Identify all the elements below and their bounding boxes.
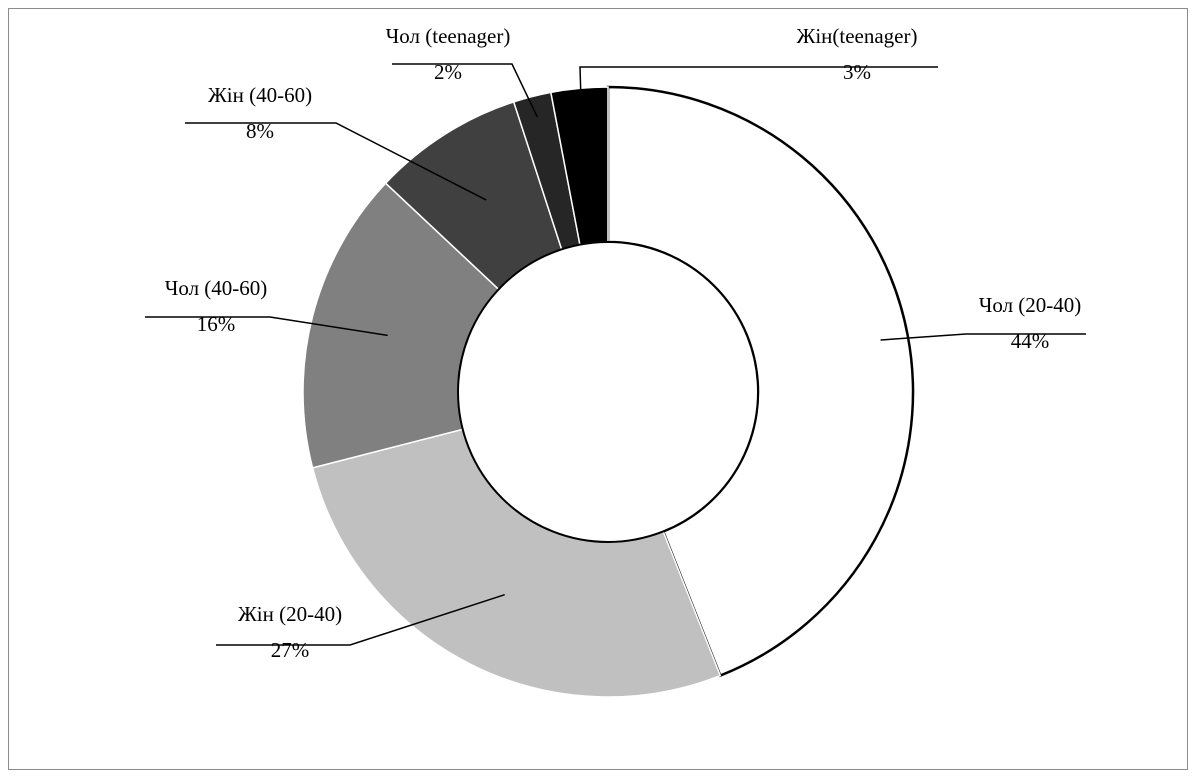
slice-label-0: Чол (20-40) [979, 293, 1082, 317]
leader-line-4 [392, 63, 539, 118]
leader-line-0 [880, 333, 1086, 341]
donut-hole [457, 241, 759, 543]
slice-label-4: Чол (teenager) [386, 24, 511, 48]
slice-value-label-2: 16% [197, 312, 236, 336]
slice-label-3: Жін (40-60) [208, 83, 312, 107]
slice-value-label-0: 44% [1011, 329, 1050, 353]
slice-value-label-4: 2% [434, 60, 462, 84]
leader-line-3 [185, 122, 487, 201]
slice-value-label-5: 3% [843, 60, 871, 84]
slice-value-label-3: 8% [246, 119, 274, 143]
slice-label-2: Чол (40-60) [165, 276, 268, 300]
leader-line-1 [216, 593, 505, 646]
slice-value-label-1: 27% [271, 638, 310, 662]
leader-line-5 [579, 66, 938, 110]
slice-label-1: Жін (20-40) [238, 602, 342, 626]
slice-label-5: Жін(teenager) [797, 24, 918, 48]
leader-line-2 [145, 316, 388, 337]
